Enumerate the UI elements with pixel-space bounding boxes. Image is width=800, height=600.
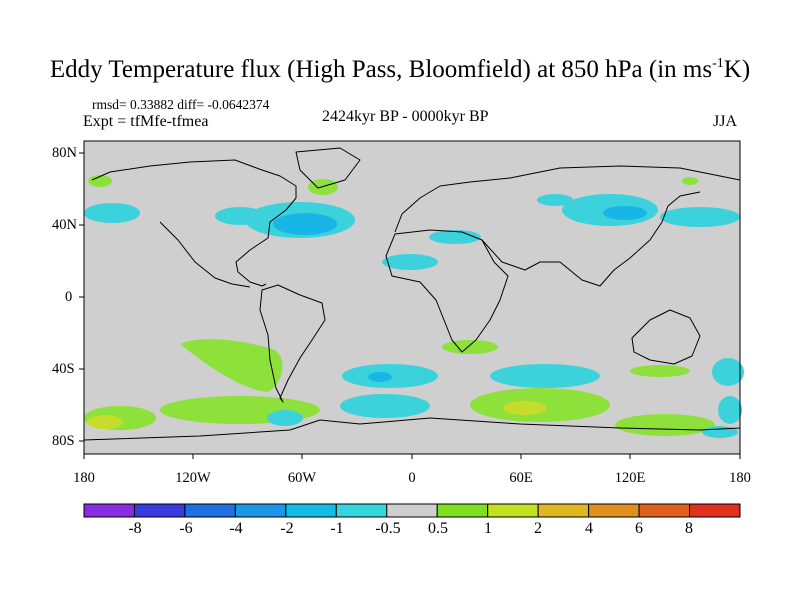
europe-africa-coast [394,165,741,233]
map-ticks [79,152,741,459]
colorbar-box [184,503,236,518]
lat-label: 80S [52,433,75,449]
season-label: JJA [713,113,738,130]
anomaly-patch [180,339,283,392]
anomaly-patch [87,415,123,429]
anomaly-patch [340,394,430,418]
lat-label: 80N [52,145,77,161]
colorbar-box [386,503,438,518]
arabia-asia-coast [481,191,701,287]
anomaly-patch [718,396,742,424]
colorbar-label: 1 [484,520,492,537]
anomaly-patch [682,177,698,185]
colorbar-box [487,503,539,518]
anomaly-patch [160,402,220,418]
lat-label: 0 [65,289,73,305]
africa-coast [385,229,509,353]
map-title: Eddy Temperature flux (High Pass, Bloomf… [49,56,751,83]
anomaly-patch [537,194,573,206]
colorbar-label: 0.5 [428,520,448,537]
stats-label: rmsd= 0.33882 diff= -0.0642374 [92,97,270,112]
central-america-coast [159,221,251,288]
greenland-coast [295,147,361,189]
lon-label: 120W [175,470,211,486]
anomaly-patch [429,230,481,244]
anomaly-patch [630,365,690,377]
anomaly-patch [267,410,303,426]
anomaly-patch [615,414,715,436]
period-label: 2424kyr BP - 0000kyr BP [322,108,489,125]
colorbar-label: 2 [534,520,542,537]
colorbar-box [83,503,135,518]
lat-label: 40S [52,361,75,377]
colorbar-label: -0.5 [375,520,401,537]
anomaly-patch [603,206,647,220]
colorbar-box [234,503,287,518]
colorbar-label: -2 [280,520,294,537]
colorbar-label: 6 [635,520,643,537]
anomaly-patch [660,207,740,227]
lat-label: 40N [52,217,77,233]
lon-label: 120E [614,470,646,486]
colorbar-box [638,503,691,518]
colorbar-label: -1 [330,520,344,537]
antarctica-coast [83,417,741,441]
anomaly-patch [368,372,392,382]
lon-label: 60E [509,470,533,486]
colorbar-label: -4 [229,520,243,537]
colorbar [83,503,741,518]
lon-label: 0 [408,470,416,486]
experiment-label: Expt = tfMfe-tfmea [83,113,209,130]
colorbar-box [689,503,741,518]
anomaly-patch [215,207,265,225]
anomaly-patch [382,254,438,270]
anomaly-patch [273,213,337,235]
lon-label: 180 [729,470,751,486]
south-america-coast [259,284,326,403]
anomaly-patch [88,175,112,187]
colorbar-label: 8 [685,520,693,537]
coastlines [83,147,741,441]
anomaly-patch [442,340,498,354]
lon-label: 60W [287,470,317,486]
colorbar-box [335,503,388,518]
colorbar-box [588,503,640,518]
colorbar-box [537,503,590,518]
north-america-coast [91,159,297,287]
colorbar-label: -6 [179,520,193,537]
colorbar-box [436,503,489,518]
anomaly-patch [702,426,738,438]
anomaly-patch [84,203,140,223]
lon-label: 180 [73,470,95,486]
anomaly-patch [503,401,547,415]
colorbar-box [133,503,186,518]
anomaly-patch [712,358,744,386]
anomaly-patch [490,364,600,388]
colorbar-label: 4 [585,520,593,537]
colorbar-box [285,503,337,518]
colorbar-label: -8 [128,520,142,537]
australia-coast [631,309,701,365]
